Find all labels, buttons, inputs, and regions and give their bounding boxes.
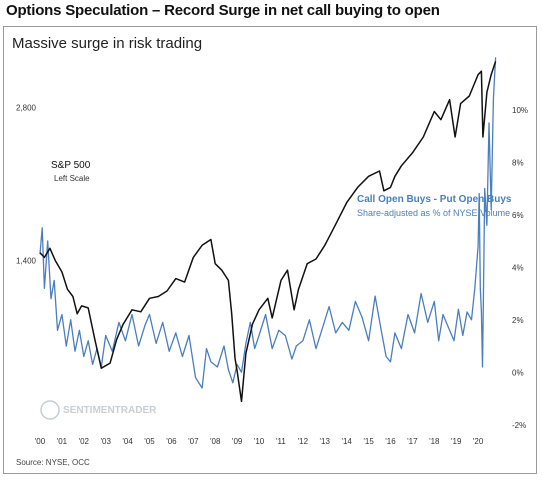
sp500-label-group: S&P 500 Left Scale xyxy=(51,160,91,183)
spread-label-group: Call Open Buys - Put Open Buys Share-adj… xyxy=(357,194,512,218)
axes: '00 '01 '02 '03 '04 '05 '06 '07 '08 '09 '10 '11 '12 '… xyxy=(16,103,528,446)
watermark: SENTIMENTRADER xyxy=(40,400,157,420)
x-tick-label: '01 xyxy=(57,437,68,446)
x-tick-label: '16 xyxy=(385,437,396,446)
watermark-logo xyxy=(40,400,60,420)
right-axis-tick-label: 4% xyxy=(512,263,524,272)
x-tick-label: '13 xyxy=(320,437,331,446)
watermark-text: SENTIMENTRADER xyxy=(63,405,157,416)
x-tick-label: '19 xyxy=(451,437,462,446)
x-tick-label: '18 xyxy=(429,437,440,446)
chart-subtitle: Massive surge in risk trading xyxy=(12,35,203,52)
x-tick-label: '12 xyxy=(298,437,309,446)
x-tick-label: '06 xyxy=(166,437,177,446)
x-tick-label: '09 xyxy=(232,437,243,446)
x-tick-label: '20 xyxy=(473,437,484,446)
chart-title: Options Speculation – Record Surge in ne… xyxy=(6,2,440,19)
x-tick-label: '17 xyxy=(407,437,418,446)
x-tick-label: '03 xyxy=(100,437,111,446)
x-tick-label: '04 xyxy=(122,437,133,446)
x-tick-label: '11 xyxy=(276,437,286,446)
left-axis-tick-label: 1,400 xyxy=(16,257,37,266)
sp500-label: S&P 500 xyxy=(51,160,91,171)
x-tick-label: '15 xyxy=(363,437,374,446)
right-axis-tick-label: 10% xyxy=(512,106,528,115)
x-tick-label: '08 xyxy=(210,437,221,446)
x-tick-label: '10 xyxy=(254,437,265,446)
left-axis-tick-label: 2,800 xyxy=(16,103,37,112)
x-tick-label: '07 xyxy=(188,437,199,446)
x-tick-label: '02 xyxy=(79,437,90,446)
spread-label: Call Open Buys - Put Open Buys xyxy=(357,194,512,205)
sp500-line xyxy=(39,61,497,403)
right-axis-tick-label: 6% xyxy=(512,211,524,220)
right-axis-tick-label: 2% xyxy=(512,316,524,325)
right-axis-tick-label: 0% xyxy=(512,368,524,377)
series-layer xyxy=(39,57,497,403)
right-axis-tick-label: 8% xyxy=(512,158,524,167)
x-tick-label: '05 xyxy=(144,437,155,446)
source-note: Source: NYSE, OCC xyxy=(16,458,90,467)
right-axis-tick-label: -2% xyxy=(512,421,526,430)
x-tick-label: '00 xyxy=(35,437,46,446)
chart-frame xyxy=(3,26,537,474)
call-put-spread-line xyxy=(39,57,497,389)
sp500-sublabel: Left Scale xyxy=(54,174,90,183)
spread-sublabel: Share-adjusted as % of NYSE Volume xyxy=(357,208,510,218)
x-tick-label: '14 xyxy=(341,437,352,446)
